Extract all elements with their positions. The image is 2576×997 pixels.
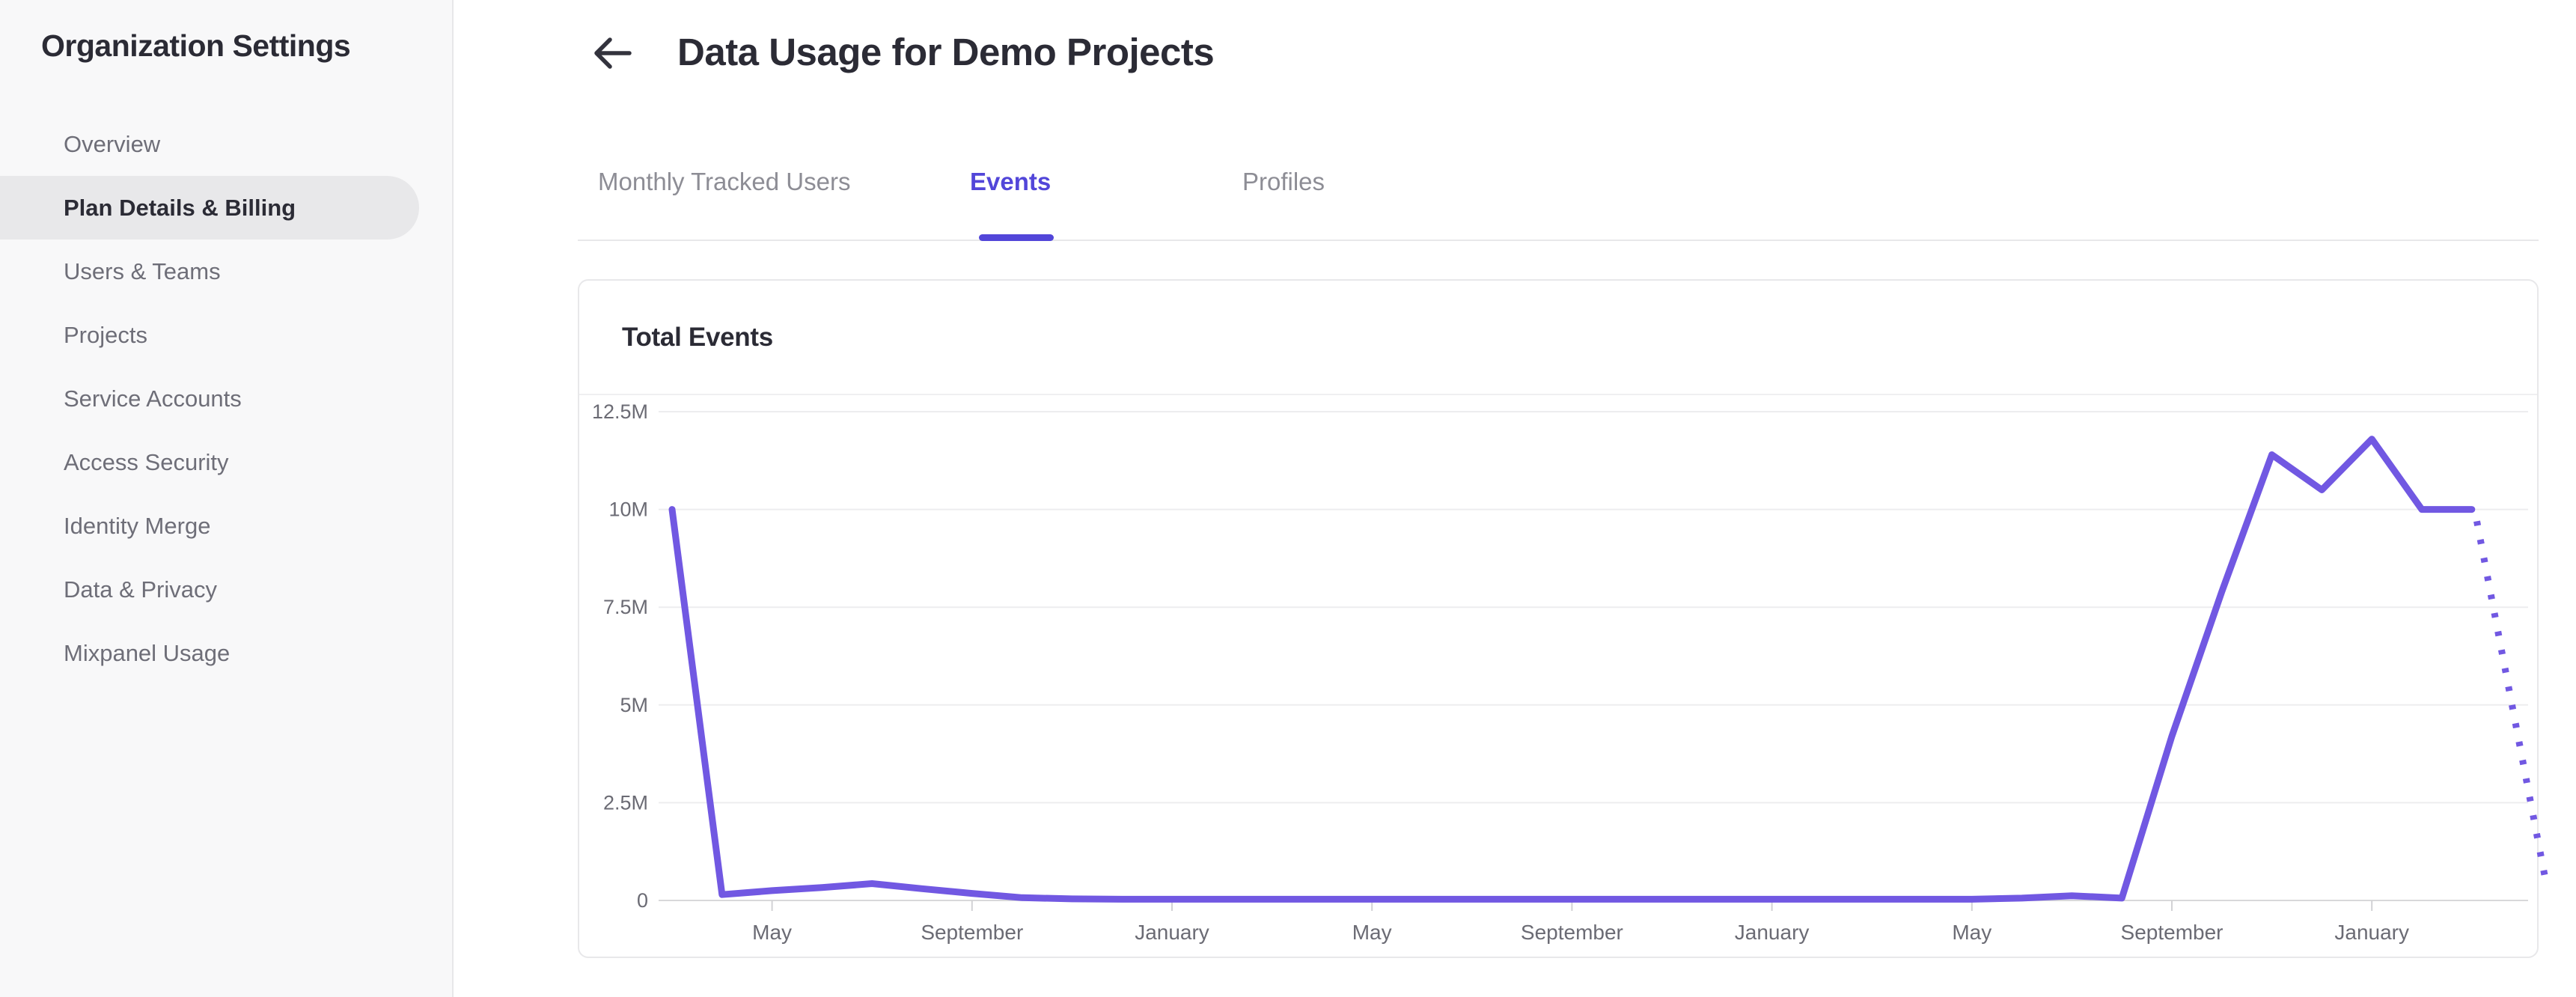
tabs-divider — [578, 240, 2539, 241]
sidebar-menu: Overview Plan Details & Billing Users & Te… — [0, 112, 452, 685]
tab-events[interactable]: Events — [970, 168, 1052, 195]
sidebar-item-plan-details-billing[interactable]: Plan Details & Billing — [0, 176, 419, 240]
page-title: Data Usage for Demo Projects — [677, 31, 1215, 73]
total-events-card: Total Events — [578, 279, 2539, 958]
card-header: Total Events — [579, 281, 2537, 395]
back-button[interactable] — [590, 30, 636, 76]
sidebar-item-users-teams[interactable]: Users & Teams — [64, 257, 221, 284]
sidebar-item-mixpanel-usage[interactable]: Mixpanel Usage — [64, 639, 231, 666]
active-tab-underline — [979, 234, 1054, 241]
tab-monthly-tracked-users[interactable]: Monthly Tracked Users — [598, 168, 851, 195]
sidebar-item-data-privacy[interactable]: Data & Privacy — [64, 576, 218, 603]
back-arrow-icon — [594, 37, 632, 69]
sidebar-item-identity-merge[interactable]: Identity Merge — [64, 512, 211, 539]
sidebar-item-service-accounts[interactable]: Service Accounts — [64, 385, 242, 412]
sidebar-item-projects[interactable]: Projects — [64, 321, 147, 348]
sidebar-title: Organization Settings — [41, 28, 351, 63]
card-title: Total Events — [622, 322, 773, 352]
sidebar-item-overview[interactable]: Overview — [64, 130, 161, 157]
sidebar-item-access-security[interactable]: Access Security — [64, 448, 229, 475]
tab-profiles[interactable]: Profiles — [1242, 168, 1325, 195]
organization-settings-sidebar: Organization Settings Overview Plan Detai… — [0, 0, 454, 997]
